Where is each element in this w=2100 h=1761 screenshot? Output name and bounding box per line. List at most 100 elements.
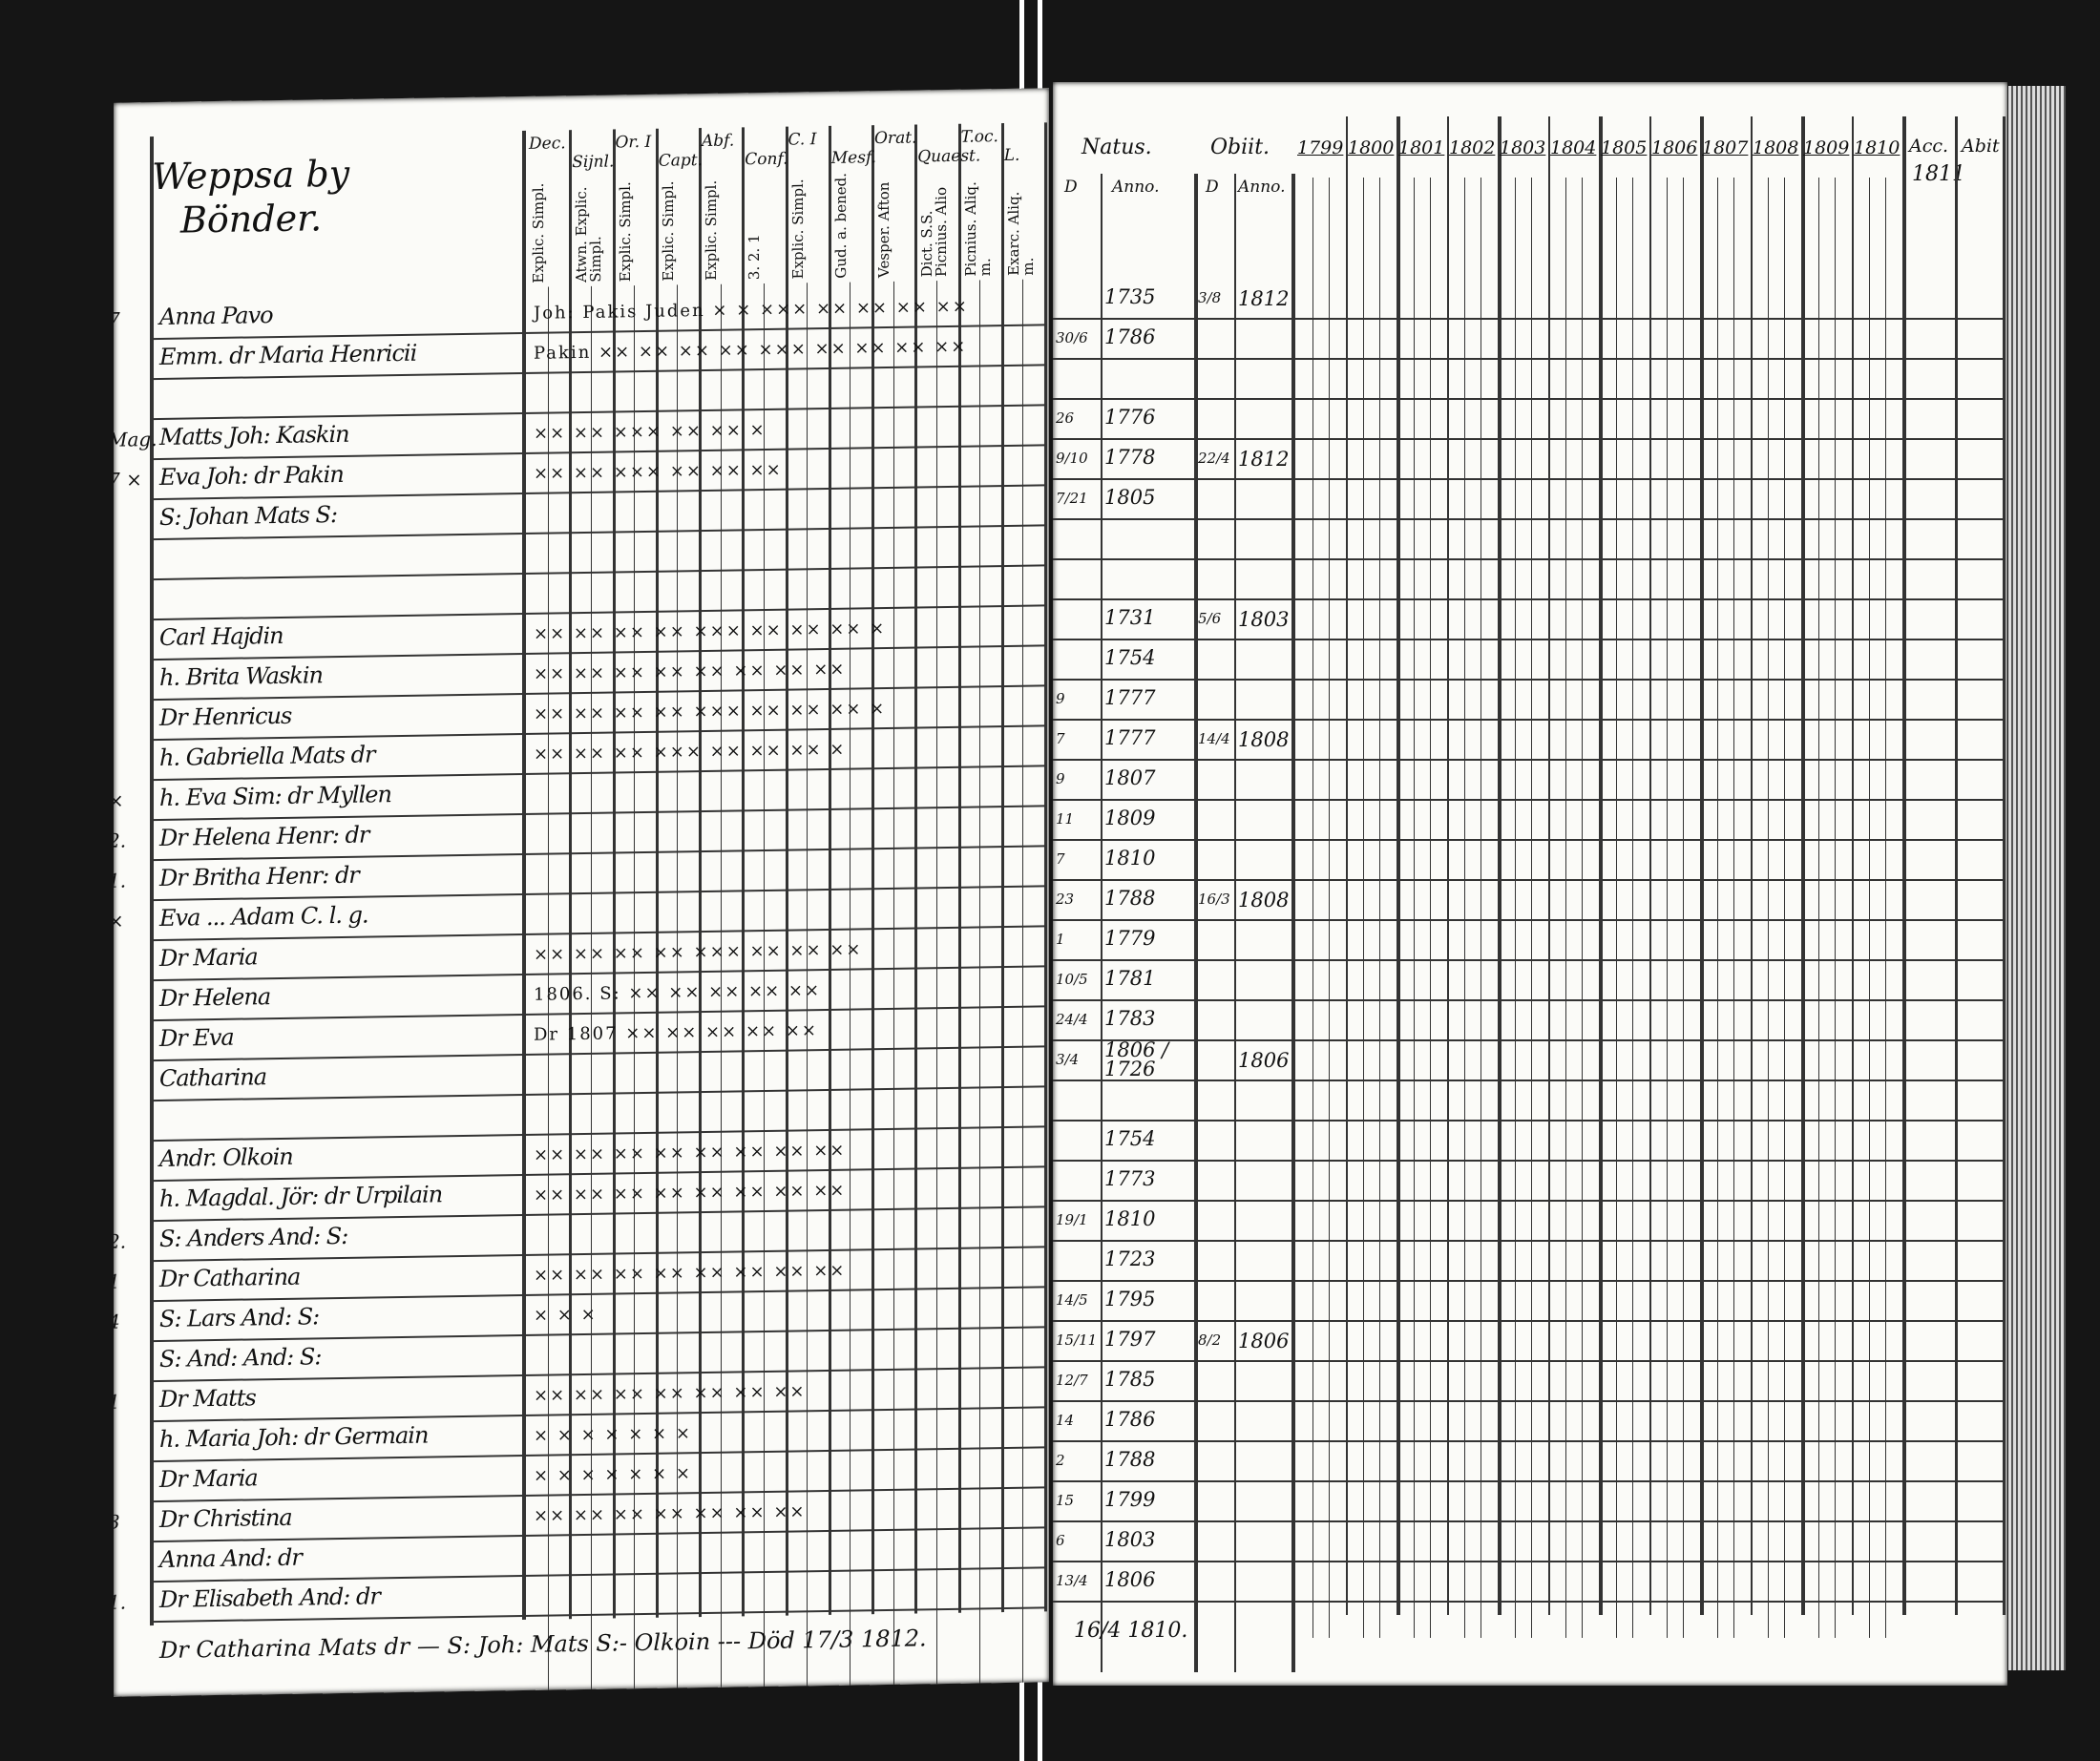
birth-day: 23 (1056, 891, 1075, 908)
row-rule (1053, 1039, 2003, 1041)
obiit-header: Obiit. (1210, 136, 1270, 159)
examination-marks: ×× ×× ×× ×× ×× ×× ×× (534, 1501, 807, 1526)
register-row: 11 1809 (1053, 799, 2007, 839)
birth-day: 14 (1056, 1412, 1075, 1429)
birth-day: 7/21 (1056, 490, 1088, 507)
subcolumn-rule (1716, 178, 1718, 1638)
person-name: Carl Hajdin (159, 621, 284, 651)
register-row: 6 1803 (1053, 1520, 2007, 1561)
birth-year: 1754 (1104, 646, 1156, 669)
examination-marks: Dr 1807 ×× ×× ×× ×× ×× (534, 1020, 818, 1045)
death-day: 8/2 (1198, 1331, 1222, 1349)
register-row: 19/1 1810 (1053, 1200, 2007, 1240)
natus-year-header: Anno. (1112, 178, 1160, 197)
person-name: S: Anders And: S: (159, 1222, 348, 1252)
row-rule (1053, 999, 2003, 1001)
obiit-year-header: Anno. (1238, 178, 1286, 197)
year-header: 1802 (1449, 137, 1496, 158)
birth-year: 1754 (1104, 1127, 1156, 1150)
subcolumn-rule (1868, 178, 1870, 1638)
natus-header: Natus. (1082, 136, 1152, 159)
year-column-rule (1902, 116, 1906, 1615)
margin-note: 3 (114, 1510, 120, 1534)
examination-marks: ×× ×× ×× ×× ×× ×× ×× ×× (534, 1260, 847, 1286)
column-subheader: Explic. Simpl. (703, 179, 720, 282)
register-row (1053, 1080, 2007, 1120)
row-rule (1053, 759, 2003, 761)
register-row: 24/4 1783 (1053, 999, 2007, 1039)
register-row: 9/10 1778 22/4 1812 (1053, 438, 2007, 478)
register-row (1053, 518, 2007, 558)
year-header: 1804 (1550, 137, 1597, 158)
person-name: Dr Maria (159, 1464, 258, 1493)
row-rule (1053, 1561, 2003, 1562)
year-header: 1799 (1297, 137, 1344, 158)
person-name: Anna And: dr (159, 1543, 302, 1573)
acc-header: Acc. (1909, 136, 1949, 157)
page-title: Weppsa by Bönder. (152, 152, 349, 242)
birth-day: 19/1 (1056, 1211, 1088, 1228)
year-column-rule (1447, 116, 1449, 1615)
birth-year: 1807 (1104, 766, 1156, 789)
row-rule (1053, 1601, 2003, 1603)
column-header: Conf. (745, 149, 788, 170)
birth-day: 1 (1056, 931, 1065, 948)
register-row: 2 1788 (1053, 1440, 2007, 1480)
subcolumn-rule (1632, 178, 1634, 1638)
year-header: 1800 (1348, 137, 1395, 158)
birth-day: 13/4 (1056, 1572, 1088, 1589)
person-name: Eva ... Adam C. l. g. (159, 901, 368, 932)
row-rule (1053, 959, 2003, 961)
register-row: 1735 3/8 1812 (1053, 278, 2007, 318)
subcolumn-rule (1329, 178, 1331, 1638)
year-column-rule (1548, 116, 1550, 1615)
subcolumn-rule (1666, 178, 1668, 1638)
register-row: 1754 (1053, 639, 2007, 679)
subcolumn-rule (1733, 178, 1735, 1638)
examination-marks: × × × × × × × (534, 1423, 692, 1446)
row-rule (1053, 1240, 2003, 1242)
page-edges (2008, 86, 2066, 1670)
column-subheader: Vesper. Afton (875, 181, 892, 279)
person-name: Dr Christina (159, 1503, 292, 1533)
subcolumn-rule (1564, 178, 1566, 1638)
death-day: 14/4 (1198, 730, 1230, 747)
margin-note: 1 (114, 1269, 120, 1293)
birth-year: 1799 (1104, 1488, 1156, 1511)
person-name: Dr Henricus (159, 702, 292, 731)
birth-year: 1810 (1104, 1207, 1156, 1230)
margin-note: × (114, 788, 124, 812)
row-rule (1053, 558, 2003, 560)
column-rule (1101, 174, 1102, 1672)
birth-year: 1783 (1104, 1007, 1156, 1030)
death-year: 1808 (1238, 889, 1290, 912)
row-rule (1053, 799, 2003, 801)
left-page: Weppsa by Bönder. Dec. Explic. Simpl. Sijn… (114, 88, 1049, 1697)
row-rule (1053, 1400, 2003, 1402)
column-subheader: Dict. S.S. Picnius. Alio (918, 186, 951, 278)
row-rule (1053, 598, 2003, 600)
register-row: 1 1779 (1053, 919, 2007, 959)
subcolumn-rule (1362, 178, 1364, 1638)
register-row: 7/21 1805 (1053, 478, 2007, 518)
register-row: 1723 (1053, 1240, 2007, 1280)
birth-day: 3/4 (1056, 1051, 1080, 1068)
examination-marks: Joh: Pakis Juden × × ××× ×× ×× ×× ×× (534, 296, 969, 324)
column-rule (1955, 116, 1958, 1615)
margin-note: 2. (114, 828, 127, 852)
register-row (1053, 558, 2007, 598)
person-name: Dr Helena (159, 983, 271, 1012)
person-name: Eva Joh: dr Pakin (159, 460, 344, 491)
birth-day: 24/4 (1056, 1011, 1088, 1028)
examination-marks: ×× ×× ×× ×× ×× ×× ×× ×× (534, 1180, 847, 1205)
register-row: 9 1807 (1053, 759, 2007, 799)
birth-day: 7 (1056, 850, 1065, 868)
person-name: h. Eva Sim: dr Myllen (159, 781, 391, 811)
birth-day: 11 (1056, 810, 1075, 828)
row-rule (1053, 719, 2003, 721)
death-day: 16/3 (1198, 891, 1230, 908)
year-column-rule (1649, 116, 1651, 1615)
birth-year: 1781 (1104, 967, 1156, 990)
column-subheader: Gud. a. bened. (831, 172, 850, 279)
birth-day: 15/11 (1056, 1331, 1098, 1349)
